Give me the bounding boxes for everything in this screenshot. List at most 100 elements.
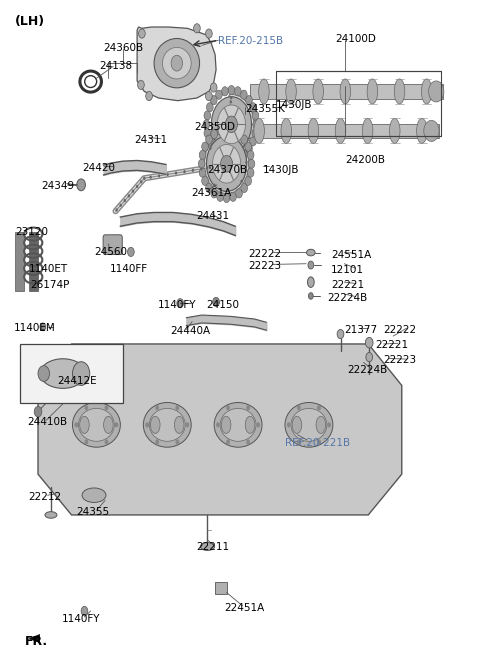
Circle shape [34, 407, 42, 417]
Ellipse shape [259, 79, 269, 104]
Ellipse shape [104, 416, 113, 434]
Circle shape [192, 169, 194, 172]
Ellipse shape [281, 119, 291, 144]
Circle shape [128, 194, 130, 198]
Ellipse shape [421, 79, 432, 104]
Text: 24100D: 24100D [336, 34, 377, 44]
Circle shape [206, 166, 208, 169]
Circle shape [287, 422, 291, 428]
Circle shape [209, 146, 212, 150]
Circle shape [199, 168, 206, 177]
Circle shape [229, 100, 232, 103]
Circle shape [217, 105, 245, 144]
Circle shape [247, 168, 254, 177]
Circle shape [210, 96, 217, 105]
Text: 1430JB: 1430JB [263, 165, 300, 175]
Text: 22222: 22222 [384, 324, 417, 335]
Circle shape [210, 83, 217, 92]
Circle shape [297, 440, 301, 445]
Text: 22221: 22221 [331, 280, 364, 290]
Ellipse shape [362, 119, 373, 144]
Circle shape [246, 144, 252, 153]
Circle shape [253, 120, 260, 129]
Circle shape [230, 192, 236, 202]
Circle shape [297, 405, 301, 411]
Circle shape [216, 150, 222, 159]
Ellipse shape [389, 119, 400, 144]
Circle shape [230, 96, 232, 100]
Bar [15, 232, 24, 291]
Circle shape [317, 405, 321, 411]
Circle shape [206, 137, 213, 146]
Text: 24410B: 24410B [27, 416, 67, 426]
Circle shape [246, 96, 252, 105]
Text: 24551A: 24551A [331, 250, 371, 260]
Text: 22221: 22221 [375, 339, 408, 350]
Circle shape [217, 192, 224, 202]
Ellipse shape [221, 416, 231, 434]
Circle shape [77, 179, 85, 190]
Ellipse shape [340, 79, 350, 104]
Circle shape [248, 159, 255, 169]
Circle shape [115, 208, 118, 212]
Circle shape [252, 111, 259, 120]
Ellipse shape [82, 488, 106, 502]
Ellipse shape [40, 358, 85, 388]
Circle shape [240, 180, 243, 183]
Circle shape [228, 189, 230, 192]
Circle shape [366, 353, 372, 362]
Text: 24361A: 24361A [191, 188, 231, 198]
Circle shape [429, 81, 444, 102]
Circle shape [136, 185, 138, 188]
Circle shape [132, 190, 134, 193]
Text: 1430JB: 1430JB [276, 100, 312, 109]
Circle shape [183, 170, 186, 173]
Text: (LH): (LH) [15, 15, 45, 28]
Circle shape [227, 121, 229, 125]
Text: 24440A: 24440A [170, 326, 211, 336]
Text: 22223: 22223 [249, 262, 282, 272]
Circle shape [236, 130, 242, 139]
Circle shape [143, 177, 145, 180]
Circle shape [317, 440, 321, 445]
Circle shape [216, 90, 222, 100]
Circle shape [206, 103, 213, 112]
Polygon shape [38, 344, 402, 515]
Circle shape [156, 405, 159, 411]
Ellipse shape [80, 416, 89, 434]
Circle shape [228, 86, 235, 95]
Text: 24350D: 24350D [194, 122, 236, 132]
Circle shape [226, 134, 228, 137]
Ellipse shape [245, 416, 255, 434]
Circle shape [246, 405, 250, 411]
Polygon shape [137, 27, 216, 101]
Text: 24431: 24431 [196, 212, 229, 221]
Circle shape [226, 405, 230, 411]
Circle shape [74, 422, 78, 428]
Circle shape [247, 150, 254, 159]
Ellipse shape [367, 79, 378, 104]
Circle shape [149, 175, 152, 179]
Text: 1140FY: 1140FY [157, 299, 196, 310]
Circle shape [38, 366, 49, 382]
Circle shape [206, 136, 247, 191]
Text: 24412E: 24412E [57, 376, 97, 386]
Circle shape [250, 137, 256, 146]
Ellipse shape [162, 47, 191, 79]
Circle shape [223, 193, 230, 202]
Circle shape [171, 55, 182, 71]
Text: FR.: FR. [24, 635, 48, 648]
Circle shape [308, 261, 314, 269]
Circle shape [228, 113, 230, 116]
Circle shape [213, 144, 240, 183]
Ellipse shape [78, 409, 114, 442]
Circle shape [226, 129, 228, 132]
Circle shape [240, 90, 247, 100]
Ellipse shape [335, 119, 346, 144]
Ellipse shape [214, 403, 262, 447]
Text: 23120: 23120 [15, 227, 48, 237]
Circle shape [167, 173, 169, 176]
Circle shape [245, 142, 252, 152]
Ellipse shape [417, 119, 427, 144]
Circle shape [140, 180, 143, 183]
